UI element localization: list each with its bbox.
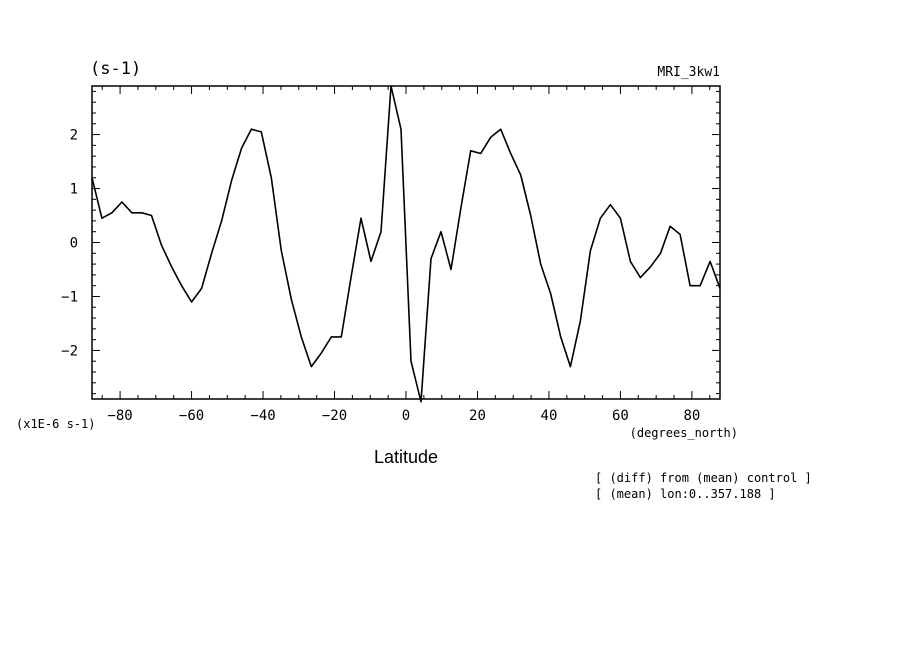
y-tick-label: 1 [70, 182, 78, 198]
note-diff: [ (diff) from (mean) control ] [595, 471, 812, 485]
y-tick-label: 0 [70, 236, 78, 252]
y-tick-label: −2 [61, 343, 78, 359]
series-line [91, 85, 721, 403]
x-axis-title: Latitude [374, 447, 438, 467]
x-tick-label: 60 [612, 408, 629, 424]
x-tick-label: −80 [107, 408, 132, 424]
chart-title-left: (s-1) [90, 59, 141, 79]
x-tick-label: 80 [683, 408, 700, 424]
y-tick-label: 2 [70, 128, 78, 144]
y-axis-labels: −2 −1 0 1 2 [61, 128, 78, 360]
chart-title-right: MRI_3kw1 [657, 65, 720, 80]
x-tick-label: −20 [322, 408, 347, 424]
x-tick-label: −60 [179, 408, 204, 424]
x-tick-label: 40 [541, 408, 558, 424]
x-tick-label: 20 [469, 408, 486, 424]
x-axis-labels: −80 −60 −40 −20 0 20 40 60 80 [107, 408, 700, 424]
x-axis-units: (degrees_north) [630, 426, 738, 440]
y-scale-label: (x1E-6 s-1) [16, 417, 95, 431]
x-tick-label: 0 [402, 408, 410, 424]
note-mean: [ (mean) lon:0..357.188 ] [595, 487, 776, 501]
plot-frame [91, 85, 721, 400]
x-tick-label: −40 [250, 408, 275, 424]
y-tick-label: −1 [61, 289, 78, 305]
